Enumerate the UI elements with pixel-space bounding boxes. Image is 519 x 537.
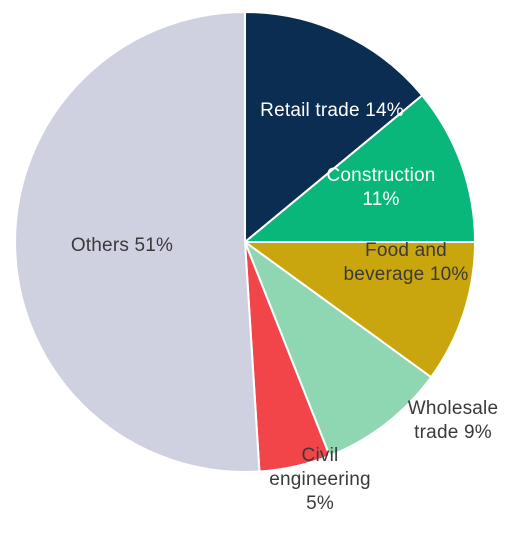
- pie-label-retail-trade: Retail trade 14%: [260, 100, 404, 121]
- pie-label-line: 11%: [362, 189, 399, 210]
- pie-label-line: 5%: [306, 493, 334, 514]
- pie-label-line: trade 9%: [414, 422, 492, 443]
- pie-label-construction: Construction 11%: [326, 165, 435, 210]
- pie-label-line: Wholesale: [408, 398, 499, 419]
- pie-label-food-and-beverage: Food and beverage 10%: [344, 240, 469, 285]
- pie-slice-wholesale-trade: [244, 241, 433, 457]
- pie-label-civil-engineering: Civil engineering 5%: [269, 445, 371, 514]
- pie-labels: Retail trade 14% Construction 11% Food and b…: [71, 100, 498, 514]
- pie-slice-retail-trade: [244, 11, 424, 243]
- pie-label-line: Retail trade 14%: [260, 100, 404, 121]
- pie-label-line: beverage 10%: [344, 264, 469, 285]
- pie-label-others: Others 51%: [71, 235, 173, 256]
- pie-label-line: Civil: [302, 445, 339, 466]
- pie-label-line: Construction: [326, 165, 435, 186]
- pie-slice-food-and-beverage: [244, 241, 476, 379]
- pie-label-wholesale-trade: Wholesale trade 9%: [408, 398, 499, 443]
- pie-label-line: Food and: [365, 240, 447, 261]
- pie-label-line: Others 51%: [71, 235, 173, 256]
- pie-slice-others: [14, 11, 261, 473]
- pie-slice-construction: [244, 94, 476, 243]
- pie-slices: [14, 11, 476, 473]
- pie-label-line: engineering: [269, 469, 371, 490]
